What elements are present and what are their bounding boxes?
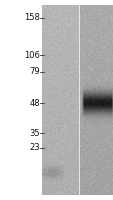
- Text: 106: 106: [24, 50, 40, 60]
- Text: 48: 48: [29, 98, 40, 108]
- Text: 23: 23: [29, 144, 40, 152]
- Text: 35: 35: [29, 129, 40, 138]
- Text: 79: 79: [29, 68, 40, 76]
- Text: 158: 158: [24, 14, 40, 22]
